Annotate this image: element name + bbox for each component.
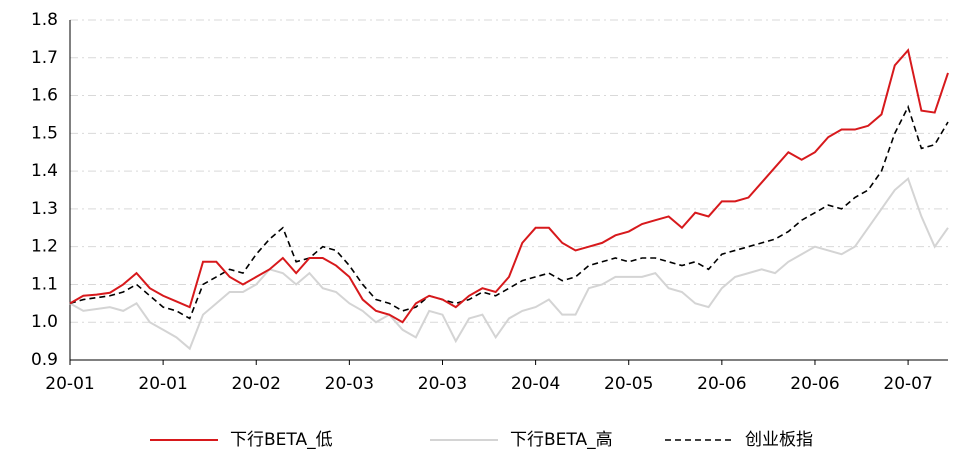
y-tick-label: 1.3 xyxy=(31,199,58,219)
y-tick-label: 1.2 xyxy=(31,237,58,257)
y-tick-label: 1.1 xyxy=(31,274,58,294)
y-tick-label: 1.0 xyxy=(31,312,58,332)
x-tick-label: 20-07 xyxy=(883,374,932,394)
y-tick-label: 1.7 xyxy=(31,48,58,68)
legend-label: 下行BETA_低 xyxy=(230,430,333,450)
y-tick-label: 1.4 xyxy=(31,161,58,181)
x-tick-label: 20-03 xyxy=(325,374,374,394)
y-tick-label: 1.8 xyxy=(31,10,58,30)
legend-label: 下行BETA_高 xyxy=(510,430,613,450)
y-tick-label: 0.9 xyxy=(31,350,58,370)
x-tick-label: 20-01 xyxy=(138,374,187,394)
series-line xyxy=(69,176,949,351)
series-line xyxy=(69,104,949,320)
x-tick-label: 20-04 xyxy=(511,374,560,394)
y-tick-label: 1.6 xyxy=(31,86,58,106)
series-line xyxy=(69,48,949,324)
x-tick-label: 20-05 xyxy=(604,374,653,394)
x-tick-label: 20-06 xyxy=(790,374,839,394)
y-tick-label: 1.5 xyxy=(31,123,58,143)
x-tick-label: 20-06 xyxy=(697,374,746,394)
x-tick-label: 20-03 xyxy=(418,374,467,394)
legend-label: 创业板指 xyxy=(745,430,813,450)
x-tick-label: 20-01 xyxy=(45,374,94,394)
x-tick-label: 20-02 xyxy=(232,374,281,394)
